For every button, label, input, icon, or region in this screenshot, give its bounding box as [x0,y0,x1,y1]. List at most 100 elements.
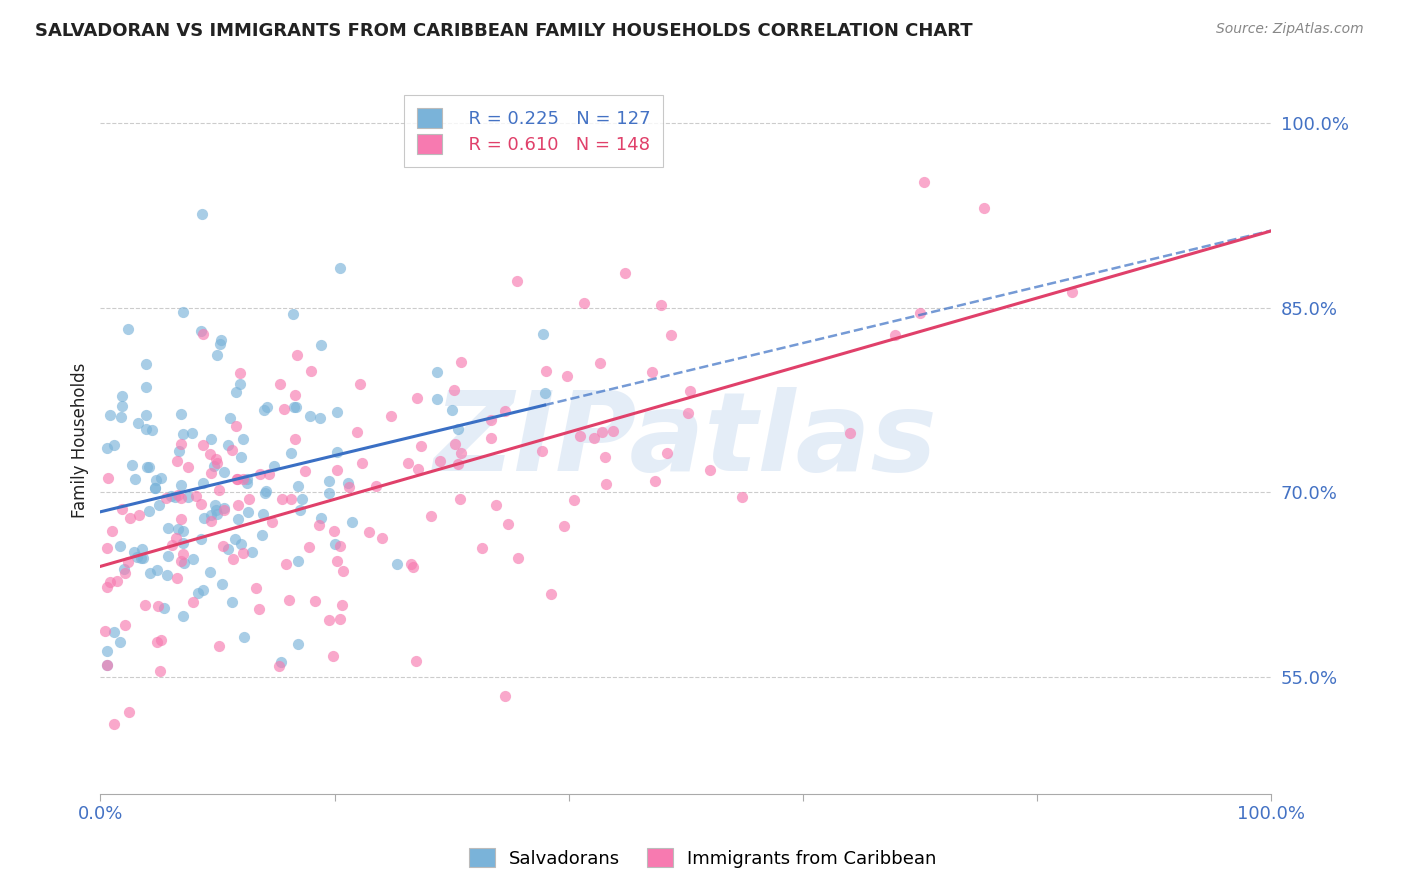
Point [568,429,591,443]
Point [114,566,136,580]
Point [238,492,260,507]
Point [443,383,465,397]
Point [973,201,995,215]
Point [211,334,233,348]
Point [562,492,585,507]
Point [217,541,239,556]
Point [655,445,678,459]
Point [100,524,122,538]
Point [98,574,121,589]
Point [263,458,285,473]
Point [232,473,254,487]
Point [498,517,520,532]
Point [219,411,242,425]
Point [228,377,250,392]
Point [191,438,214,452]
Point [641,365,664,379]
Point [253,403,276,417]
Legend: Salvadorans, Immigrants from Caribbean: Salvadorans, Immigrants from Caribbean [458,837,948,879]
Point [172,547,194,561]
Point [200,433,222,447]
Point [326,462,349,476]
Point [138,566,160,580]
Point [661,327,683,342]
Point [117,322,139,336]
Point [287,479,309,493]
Point [679,384,702,398]
Point [288,502,311,516]
Point [114,618,136,632]
Point [181,552,204,566]
Point [172,536,194,550]
Point [406,462,429,476]
Point [108,539,131,553]
Point [145,563,167,577]
Point [187,586,209,600]
Point [644,474,666,488]
Point [108,635,131,649]
Point [150,470,173,484]
Point [287,638,309,652]
Point [124,544,146,558]
Point [103,717,125,731]
Point [209,337,232,351]
Point [253,486,276,500]
Point [132,551,155,566]
Point [252,507,274,521]
Point [202,458,225,473]
Point [207,456,229,470]
Point [371,532,394,546]
Point [426,365,449,379]
Point [198,447,221,461]
Point [221,443,243,458]
Point [124,472,146,486]
Point [191,582,214,597]
Point [277,593,299,607]
Point [205,452,228,467]
Point [148,498,170,512]
Point [224,532,246,546]
Point [172,427,194,442]
Point [155,491,177,505]
Point [212,503,235,517]
Point [298,540,321,554]
Point [143,482,166,496]
Point [165,490,187,504]
Point [235,472,257,486]
Point [170,407,193,421]
Point [134,598,156,612]
Point [401,557,423,571]
Point [190,533,212,547]
Point [329,260,352,275]
Point [235,475,257,490]
Point [232,432,254,446]
Point [117,555,139,569]
Point [172,305,194,319]
Point [170,553,193,567]
Point [111,399,134,413]
Point [131,542,153,557]
Point [191,326,214,341]
Point [405,654,427,668]
Point [330,598,353,612]
Point [156,568,179,582]
Point [254,483,277,498]
Point [287,554,309,568]
Point [135,357,157,371]
Point [103,438,125,452]
Point [1062,285,1084,299]
Point [249,467,271,481]
Point [364,479,387,493]
Point [676,406,699,420]
Point [214,501,236,516]
Point [190,324,212,338]
Point [329,611,352,625]
Point [146,634,169,648]
Point [494,689,516,703]
Point [135,422,157,436]
Point [908,306,931,320]
Point [204,498,226,512]
Point [172,524,194,539]
Point [574,296,596,310]
Point [232,630,254,644]
